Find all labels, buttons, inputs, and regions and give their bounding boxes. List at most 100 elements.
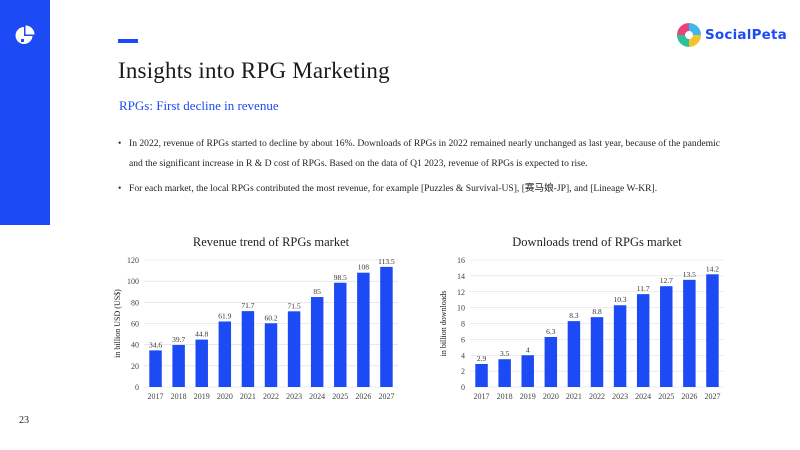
data-label: 3.5 (500, 349, 510, 358)
y-tick-label: 10 (457, 304, 465, 313)
data-label: 108 (358, 263, 370, 272)
bullet-item: In 2022, revenue of RPGs started to decl… (118, 134, 728, 174)
y-tick-label: 20 (131, 362, 139, 371)
data-label: 14.2 (706, 264, 719, 273)
data-label: 4 (526, 345, 530, 354)
x-tick-label: 2027 (704, 392, 720, 401)
data-label: 2.9 (477, 354, 487, 363)
y-tick-label: 8 (461, 320, 465, 329)
data-label: 12.7 (660, 276, 673, 285)
y-axis-label: in billion downloads (439, 291, 448, 357)
y-tick-label: 14 (457, 272, 465, 281)
pie-segment-logo-icon (15, 25, 35, 44)
title-accent-dash (118, 39, 138, 43)
x-tick-label: 2027 (378, 392, 394, 401)
data-label: 6.3 (546, 327, 556, 336)
slide-title: Insights into RPG Marketing (118, 58, 390, 83)
data-label: 39.7 (172, 335, 185, 344)
x-tick-label: 2021 (566, 392, 582, 401)
data-label: 13.5 (683, 270, 696, 279)
y-tick-label: 12 (457, 288, 465, 297)
bar (590, 317, 604, 387)
bar (241, 311, 255, 387)
data-label: 34.6 (149, 340, 162, 349)
x-tick-label: 2024 (635, 392, 651, 401)
bar (475, 363, 488, 387)
bar (357, 272, 370, 387)
page-number: 23 (19, 415, 29, 426)
bar (334, 282, 347, 387)
y-tick-label: 80 (131, 298, 139, 307)
bar (264, 323, 278, 387)
x-tick-label: 2018 (497, 392, 513, 401)
bar (310, 297, 324, 387)
bar (636, 294, 650, 387)
bar (380, 266, 393, 387)
data-label: 85 (313, 287, 321, 296)
y-tick-label: 60 (131, 320, 139, 329)
bar (195, 339, 208, 387)
y-tick-label: 100 (127, 277, 139, 286)
bar (172, 344, 185, 387)
bar (149, 350, 162, 387)
x-tick-label: 2023 (612, 392, 628, 401)
slide-subtitle: RPGs: First decline in revenue (119, 98, 279, 113)
y-tick-label: 4 (461, 351, 465, 360)
bar (567, 321, 581, 387)
bar (521, 355, 534, 387)
x-tick-label: 2019 (520, 392, 536, 401)
data-label: 98.5 (334, 273, 347, 282)
x-tick-label: 2019 (194, 392, 210, 401)
y-tick-label: 2 (461, 367, 465, 376)
bar (218, 321, 232, 387)
bar (706, 274, 719, 387)
x-tick-label: 2017 (148, 392, 164, 401)
bar (613, 305, 627, 387)
y-tick-label: 0 (461, 383, 465, 392)
x-tick-label: 2020 (543, 392, 559, 401)
x-tick-label: 2026 (355, 392, 371, 401)
data-label: 113.5 (378, 257, 395, 266)
socialpeta-logo-icon (677, 23, 701, 47)
data-label: 71.7 (241, 301, 254, 310)
data-label: 71.5 (288, 301, 301, 310)
brand-logo: SocialPeta (676, 22, 787, 50)
bullet-list: In 2022, revenue of RPGs started to decl… (118, 134, 728, 204)
y-axis-label: in billion USD (US$) (113, 289, 122, 358)
chart-title: Downloads trend of RPGs market (512, 235, 682, 249)
chart-title: Revenue trend of RPGs market (193, 235, 350, 249)
data-label: 60.2 (264, 313, 277, 322)
x-tick-label: 2025 (658, 392, 674, 401)
x-tick-label: 2022 (263, 392, 279, 401)
y-tick-label: 6 (461, 335, 465, 344)
x-tick-label: 2026 (681, 392, 697, 401)
x-tick-label: 2023 (286, 392, 302, 401)
data-label: 44.8 (195, 330, 208, 339)
left-accent-bar (0, 0, 50, 225)
x-tick-label: 2022 (589, 392, 605, 401)
x-tick-label: 2024 (309, 392, 325, 401)
x-tick-label: 2017 (474, 392, 490, 401)
x-tick-label: 2020 (217, 392, 233, 401)
y-tick-label: 40 (131, 341, 139, 350)
chart-svg: Revenue trend of RPGs market 0 20 40 60 80 100… (113, 235, 398, 401)
data-label: 10.3 (614, 295, 627, 304)
chart-svg: Downloads trend of RPGs market 0 2 4 6 8 10 12 1… (439, 235, 724, 401)
data-label: 8.8 (592, 307, 602, 316)
bar (287, 311, 301, 387)
data-label: 8.3 (569, 311, 579, 320)
downloads-chart: Downloads trend of RPGs market 0 2 4 6 8 10 12 1… (432, 230, 732, 410)
bar (544, 336, 558, 387)
x-tick-label: 2018 (171, 392, 187, 401)
bullet-item: For each market, the local RPGs contribu… (118, 179, 728, 199)
y-tick-label: 0 (135, 383, 139, 392)
brand-name: SocialPeta (705, 27, 787, 43)
y-tick-label: 120 (127, 256, 139, 265)
x-tick-label: 2021 (240, 392, 256, 401)
bar (498, 359, 511, 387)
bar (660, 286, 673, 387)
data-label: 61.9 (218, 311, 231, 320)
data-label: 11.7 (637, 284, 650, 293)
revenue-chart: Revenue trend of RPGs market 0 20 40 60 80 100… (106, 230, 406, 410)
y-tick-label: 16 (457, 256, 465, 265)
